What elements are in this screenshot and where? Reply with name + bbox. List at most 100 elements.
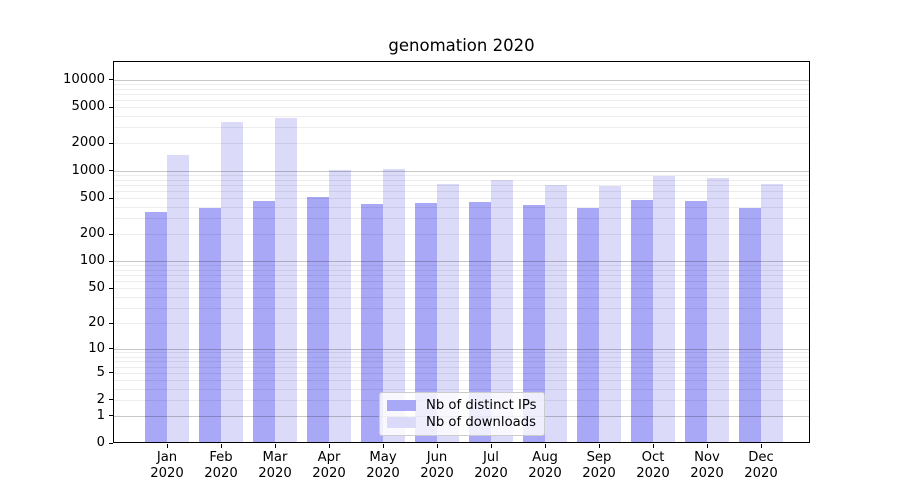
x-tick-label: Oct 2020: [623, 450, 683, 482]
x-tick-month: Nov: [694, 450, 720, 465]
y-tick: [109, 260, 113, 262]
y-gridline-minor: [114, 265, 809, 267]
x-tick-month: Jun: [426, 450, 448, 465]
y-gridline-minor: [114, 174, 809, 176]
x-tick-year: 2020: [636, 466, 670, 481]
y-gridline-minor: [114, 190, 809, 192]
x-tick-year: 2020: [690, 466, 724, 481]
x-tick-year: 2020: [420, 466, 454, 481]
bar-downloads: [761, 184, 783, 443]
x-tick-label: May 2020: [353, 450, 413, 482]
y-gridline-minor: [114, 281, 809, 283]
y-tick: [109, 442, 113, 444]
y-tick-label: 10: [88, 340, 105, 356]
x-tick-year: 2020: [312, 466, 346, 481]
bar-distinct-ips: [685, 200, 707, 443]
bar-distinct-ips: [361, 203, 383, 443]
y-gridline-minor: [114, 184, 809, 186]
y-gridline-minor: [114, 234, 809, 236]
y-gridline-minor: [114, 275, 809, 277]
y-tick-label: 1: [96, 407, 105, 423]
x-tick: [599, 444, 600, 448]
x-tick-label: Jan 2020: [137, 450, 197, 482]
x-tick-label: Feb 2020: [191, 450, 251, 482]
bar-distinct-ips: [307, 197, 329, 443]
x-tick-month: Dec: [748, 450, 774, 465]
y-gridline-minor: [114, 323, 809, 325]
y-gridline-major: [114, 348, 809, 350]
x-tick-label: Apr 2020: [299, 450, 359, 482]
x-tick: [275, 444, 276, 448]
y-gridline-minor: [114, 179, 809, 181]
x-tick-year: 2020: [528, 466, 562, 481]
y-gridline-minor: [114, 107, 809, 109]
x-tick: [437, 444, 438, 448]
x-tick: [707, 444, 708, 448]
bar-downloads: [707, 177, 729, 443]
y-tick: [109, 287, 113, 289]
y-gridline-minor: [114, 307, 809, 309]
y-tick-label: 2000: [71, 135, 105, 151]
y-gridline-minor: [114, 206, 809, 208]
x-tick-month: Sep: [586, 450, 612, 465]
plot-area: [113, 61, 810, 443]
y-gridline-minor: [114, 288, 809, 290]
legend-item-downloads: Nb of downloads: [387, 415, 538, 430]
legend-label-downloads: Nb of downloads: [426, 415, 536, 431]
x-tick: [545, 444, 546, 448]
y-gridline-minor: [114, 379, 809, 381]
y-tick: [109, 79, 113, 81]
y-gridline-minor: [114, 352, 809, 354]
y-gridline-minor: [114, 356, 809, 358]
x-tick-year: 2020: [204, 466, 238, 481]
x-tick-year: 2020: [474, 466, 508, 481]
y-gridline-major: [114, 261, 809, 263]
y-tick: [109, 170, 113, 172]
x-tick-label: Jun 2020: [407, 450, 467, 482]
x-tick: [761, 444, 762, 448]
bar-distinct-ips: [631, 200, 653, 443]
x-tick-month: Aug: [532, 450, 558, 465]
y-gridline-minor: [114, 361, 809, 363]
y-gridline-minor: [114, 100, 809, 102]
bar-downloads: [491, 180, 513, 443]
x-tick: [221, 444, 222, 448]
bar-downloads: [329, 170, 351, 443]
y-tick: [109, 415, 113, 417]
y-tick-label: 20: [88, 315, 105, 331]
y-tick-label: 0: [96, 435, 105, 451]
y-tick-label: 1000: [71, 162, 105, 178]
x-tick-year: 2020: [582, 466, 616, 481]
y-gridline-minor: [114, 269, 809, 271]
y-gridline-minor: [114, 218, 809, 220]
x-tick-label: Nov 2020: [677, 450, 737, 482]
bar-downloads: [221, 122, 243, 443]
chart-title: genomation 2020: [388, 36, 535, 55]
y-gridline-minor: [114, 93, 809, 95]
y-gridline-minor: [114, 198, 809, 200]
x-tick-year: 2020: [366, 466, 400, 481]
x-tick-month: Mar: [262, 450, 288, 465]
bar-downloads: [437, 184, 459, 443]
x-tick-label: Mar 2020: [245, 450, 305, 482]
x-tick-month: May: [369, 450, 397, 465]
x-tick: [653, 444, 654, 448]
y-tick-label: 2: [96, 391, 105, 407]
y-gridline-minor: [114, 366, 809, 368]
x-tick-year: 2020: [258, 466, 292, 481]
x-tick-label: Sep 2020: [569, 450, 629, 482]
bar-downloads: [599, 185, 621, 443]
bar-distinct-ips: [145, 212, 167, 443]
x-tick: [383, 444, 384, 448]
bar-distinct-ips: [739, 207, 761, 443]
x-tick-month: Oct: [641, 450, 665, 465]
bar-downloads: [167, 154, 189, 443]
bar-distinct-ips: [415, 202, 437, 443]
y-tick-label: 5000: [71, 99, 105, 115]
bar-distinct-ips: [577, 208, 599, 443]
x-tick-month: Jan: [156, 450, 178, 465]
y-gridline-minor: [114, 296, 809, 298]
y-tick-label: 100: [79, 253, 105, 269]
y-tick-label: 5: [96, 364, 105, 380]
y-gridline-minor: [114, 388, 809, 390]
